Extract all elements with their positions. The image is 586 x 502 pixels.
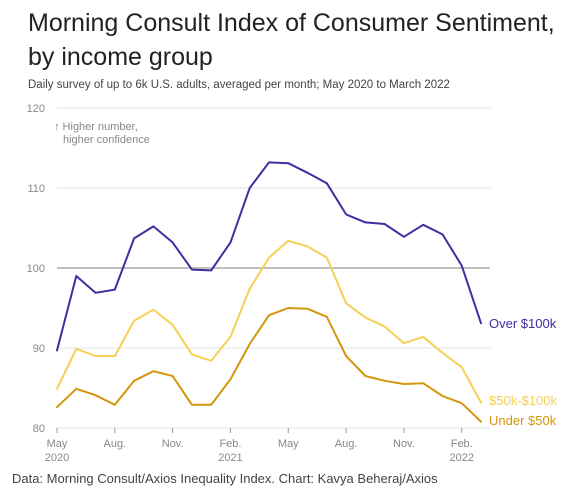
series-line-between_50k_100k [56, 239, 482, 404]
confidence-note-line-1: ↑ Higher number, [54, 121, 138, 133]
x-tick-year: 2022 [449, 452, 473, 464]
confidence-note-line-2: higher confidence [63, 134, 150, 146]
x-tick-label: May [278, 438, 299, 450]
series-lines [56, 161, 482, 423]
series-label-over_100k: Over $100k [489, 316, 557, 331]
series-label-between_50k_100k: $50k-$100k [489, 393, 557, 408]
series-line-over_100k [56, 161, 482, 352]
x-tick-label: Nov. [162, 438, 184, 450]
x-tick-year: 2020 [45, 452, 69, 464]
x-tick-label: May [47, 438, 68, 450]
y-tick-label: 100 [27, 263, 45, 275]
x-axis-ticks: May 2020 Aug. Nov. Feb. 2021 May Aug. Nov. Feb. 20… [45, 428, 474, 464]
x-tick-year: 2021 [218, 452, 242, 464]
x-tick-label: Feb. [219, 438, 241, 450]
source-note: Data: Morning Consult/Axios Inequality I… [12, 471, 438, 486]
y-tick-label: 120 [27, 103, 45, 115]
y-tick-label: 90 [33, 343, 45, 355]
series-label-under_50k: Under $50k [489, 413, 557, 428]
x-tick-label: Aug. [335, 438, 358, 450]
y-tick-label: 110 [27, 183, 45, 195]
series-line-under_50k [56, 307, 482, 423]
y-axis-ticks: 80 90 100 110 120 [27, 103, 45, 435]
x-tick-label: Feb. [451, 438, 473, 450]
x-tick-label: Nov. [393, 438, 415, 450]
chart-subtitle: Daily survey of up to 6k U.S. adults, av… [28, 79, 450, 91]
y-tick-label: 80 [33, 423, 45, 435]
series-labels: Over $100k $50k-$100k Under $50k [489, 316, 557, 428]
gridlines [57, 107, 490, 429]
x-tick-label: Aug. [103, 438, 126, 450]
chart-title: Morning Consult Index of Consumer Sentim… [28, 9, 555, 71]
